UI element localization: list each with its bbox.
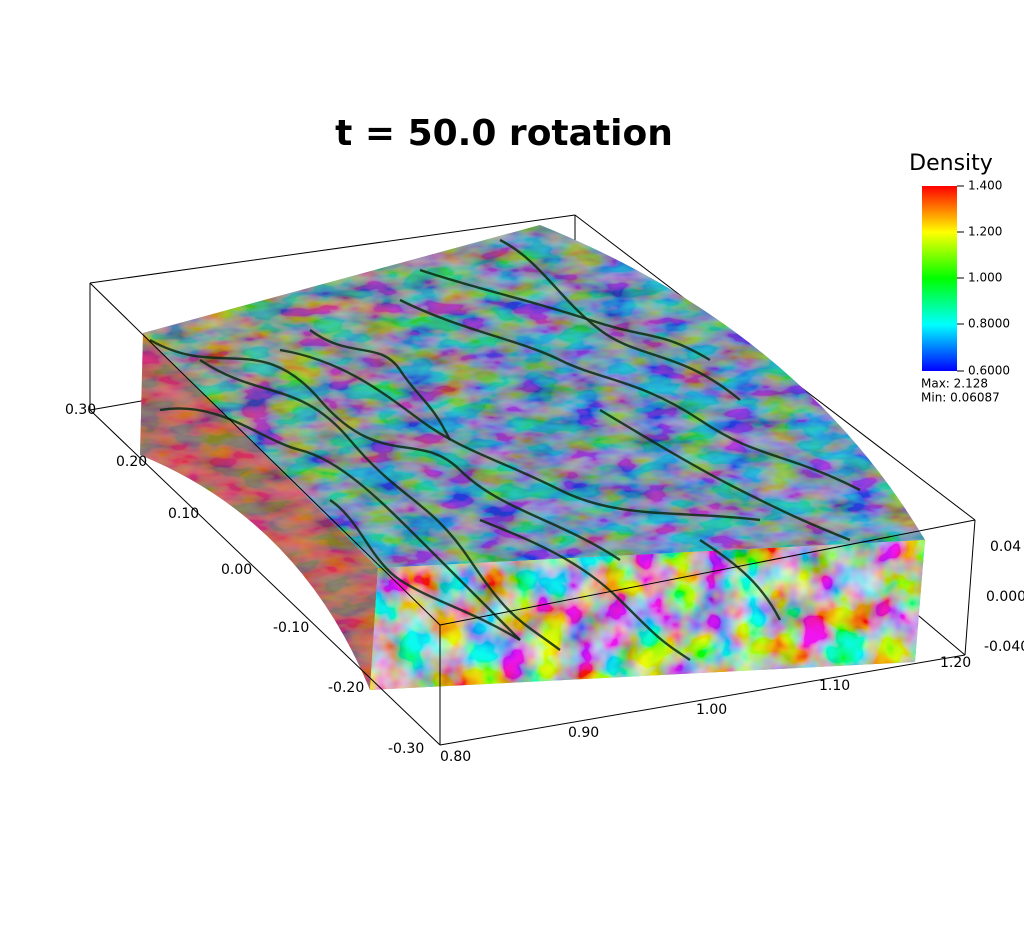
legend-title: Density: [909, 151, 993, 176]
axis-label: -0.040: [984, 639, 1024, 655]
streamlines: [149, 238, 861, 661]
axis-label: 0.10: [168, 506, 199, 522]
legend-tick: 0.6000: [968, 364, 1010, 378]
axis-label: 1.00: [696, 702, 727, 718]
title: t = 50.0 rotation: [335, 113, 673, 154]
legend-tick: 1.400: [968, 179, 1002, 193]
axis-label: 0.90: [568, 725, 599, 741]
z-axis-labels: 0.04 0.000 -0.040: [984, 539, 1024, 655]
legend-min: Min: 0.06087: [921, 391, 1000, 405]
axis-label: 0.04: [990, 539, 1021, 555]
axis-label: 1.10: [819, 678, 850, 694]
axis-label: 0.000: [986, 589, 1024, 605]
axis-label: -0.10: [273, 620, 309, 636]
axis-label: 1.20: [940, 655, 971, 671]
y-axis-labels: 0.30 0.20 0.10 0.00 -0.10 -0.20 -0.30: [65, 402, 424, 757]
legend-tick: 0.8000: [968, 317, 1010, 331]
axis-label: -0.30: [388, 741, 424, 757]
legend-tick: 1.200: [968, 225, 1002, 239]
bounding-box-front: [89, 282, 976, 746]
axis-label: 0.80: [440, 749, 471, 765]
color-legend: Density 1.400 1.200 1.000 0.8000 0.6000 …: [909, 151, 1010, 405]
axis-label: -0.20: [328, 680, 364, 696]
volume: [140, 225, 925, 690]
legend-tick: 1.000: [968, 271, 1002, 285]
axis-label: 0.20: [116, 454, 147, 470]
legend-max: Max: 2.128: [921, 377, 988, 391]
color-bar: [922, 186, 957, 371]
x-axis-labels: 0.80 0.90 1.00 1.10 1.20: [440, 655, 971, 765]
axis-label: 0.30: [65, 402, 96, 418]
axis-label: 0.00: [221, 562, 252, 578]
